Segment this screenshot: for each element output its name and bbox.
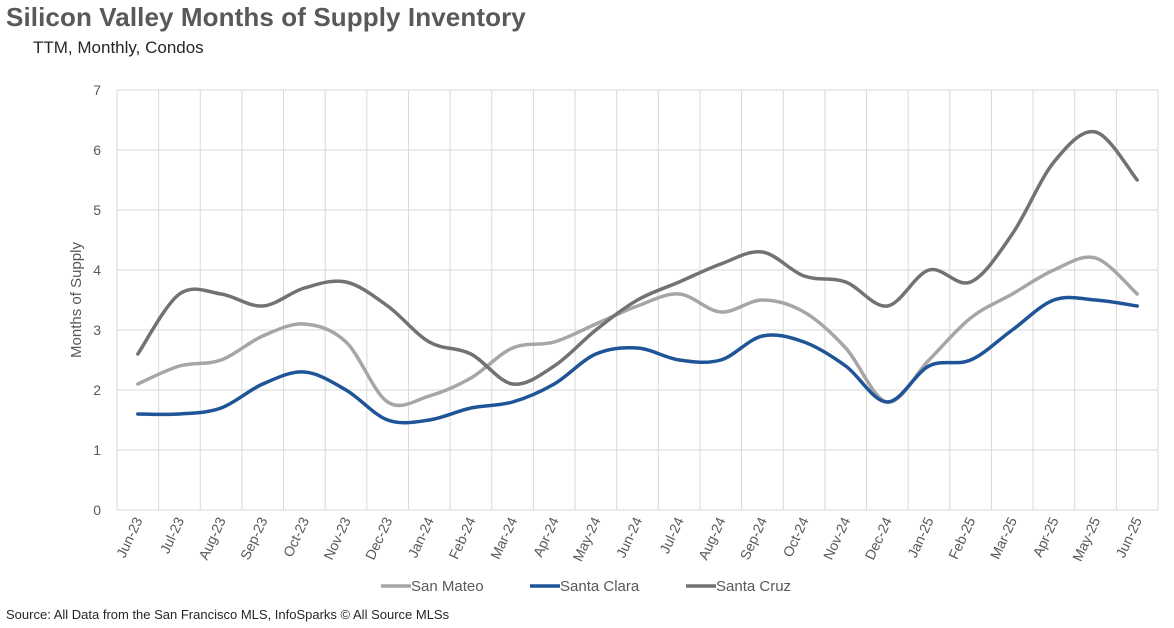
series-lines [136, 129, 1139, 425]
x-tick-label: Mar-24 [487, 514, 520, 561]
y-tick-label: 4 [93, 262, 101, 278]
legend-label-san-mateo: San Mateo [411, 578, 484, 595]
y-tick-label: 5 [93, 202, 101, 218]
series-line-santa-cruz [136, 129, 1139, 386]
grid-lines [116, 89, 1159, 511]
x-tick-label: Oct-24 [780, 514, 812, 559]
x-tick-label: Apr-25 [1029, 514, 1061, 559]
chart-subtitle: TTM, Monthly, Condos [33, 38, 204, 57]
x-tick-label: Sep-24 [737, 514, 771, 562]
x-tick-label: Nov-23 [320, 514, 354, 562]
source-note: Source: All Data from the San Francisco … [6, 607, 450, 622]
y-tick-label: 2 [93, 382, 101, 398]
legend-label-santa-cruz: Santa Cruz [716, 578, 791, 595]
series-line-san-mateo [136, 255, 1139, 408]
x-tick-label: Jul-24 [656, 514, 687, 556]
x-tick-label: Oct-23 [280, 514, 312, 559]
legend-label-santa-clara: Santa Clara [560, 578, 640, 595]
x-axis-ticks: Jun-23 Jul-23 Aug-23 Sep-23 Oct-23 Nov-23 Dec-… [113, 514, 1145, 563]
x-tick-label: Feb-24 [445, 514, 478, 561]
x-tick-label: Sep-23 [237, 514, 271, 562]
legend: San Mateo Santa Clara Santa Cruz [381, 578, 791, 595]
x-tick-label: May-24 [569, 514, 603, 563]
x-tick-label: May-25 [1069, 514, 1103, 563]
x-tick-label: Apr-24 [530, 514, 562, 559]
y-tick-label: 3 [93, 322, 101, 338]
x-tick-label: Jan-24 [404, 514, 437, 560]
series-line-santa-clara [136, 295, 1139, 425]
y-tick-label: 0 [93, 502, 101, 518]
x-tick-label: Aug-24 [695, 514, 729, 562]
x-tick-label: Jan-25 [904, 514, 937, 560]
y-axis-ticks: 0 1 2 3 4 5 6 7 [93, 82, 101, 518]
x-tick-label: Jun-25 [1112, 514, 1145, 560]
x-tick-label: Feb-25 [945, 514, 978, 561]
chart-title: Silicon Valley Months of Supply Inventor… [6, 2, 526, 32]
x-tick-label: Dec-23 [362, 514, 396, 562]
x-tick-label: Jul-23 [157, 514, 188, 556]
y-axis-title: Months of Supply [68, 242, 85, 358]
x-tick-label: Mar-25 [987, 514, 1020, 561]
x-tick-label: Dec-24 [861, 514, 895, 562]
y-tick-label: 7 [93, 82, 101, 98]
y-tick-label: 6 [93, 142, 101, 158]
x-tick-label: Jun-23 [113, 514, 146, 560]
x-tick-label: Aug-23 [195, 514, 229, 562]
x-tick-label: Jun-24 [613, 514, 646, 560]
x-tick-label: Nov-24 [820, 514, 854, 562]
y-tick-label: 1 [93, 442, 101, 458]
